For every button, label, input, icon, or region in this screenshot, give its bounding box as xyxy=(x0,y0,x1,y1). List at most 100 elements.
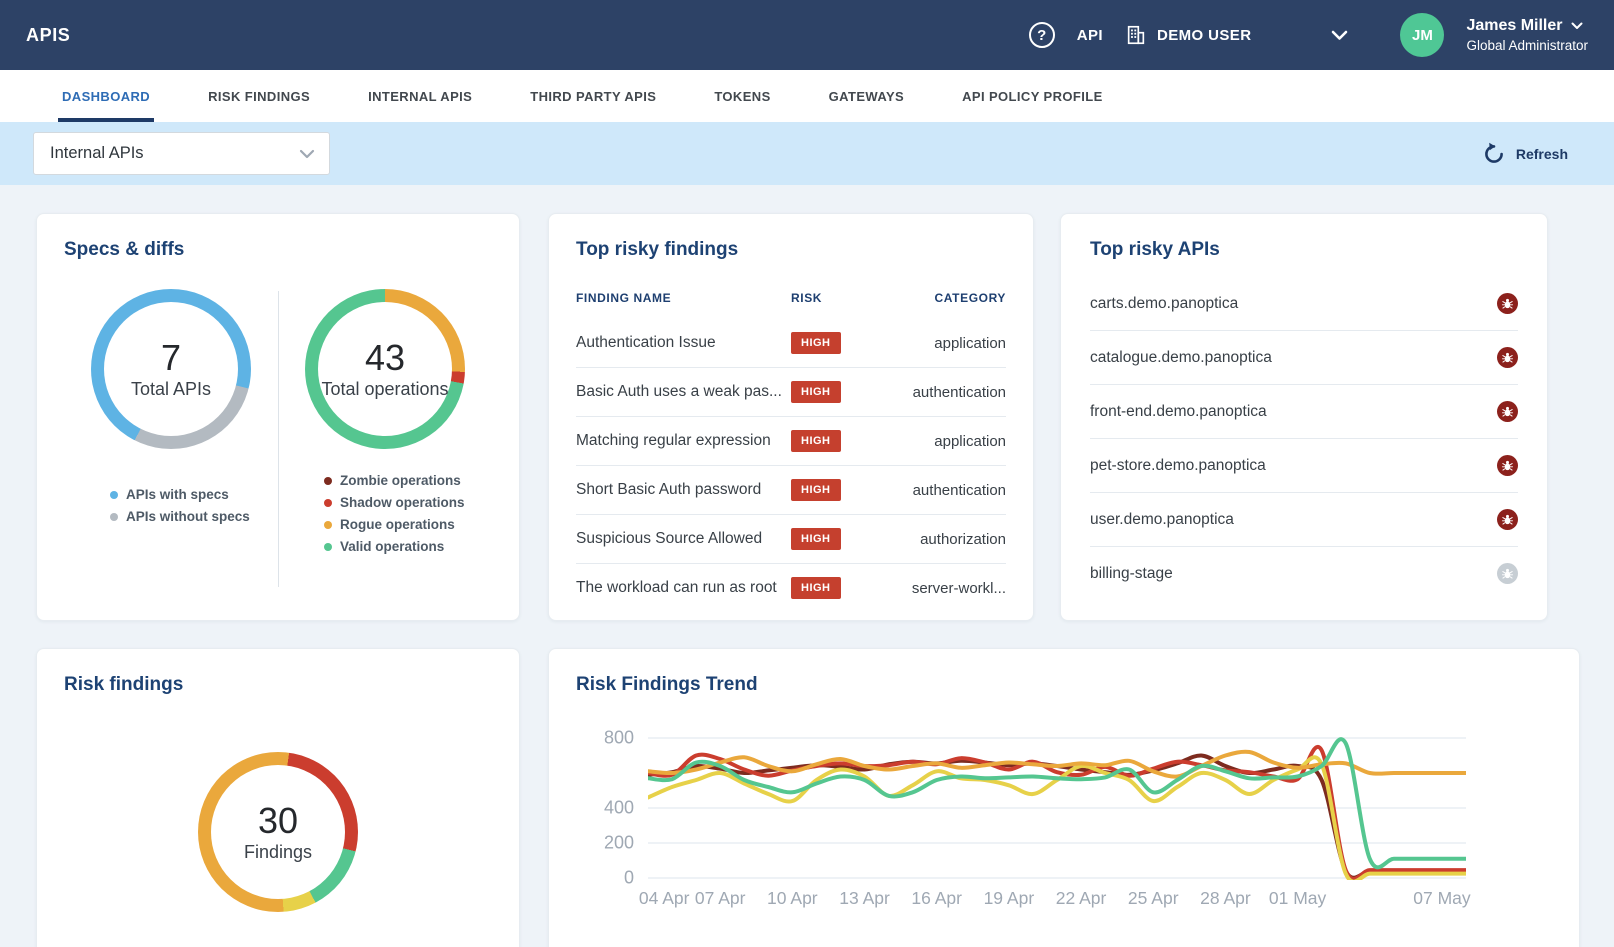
app-title: APIS xyxy=(26,24,71,45)
finding-name: Matching regular expression xyxy=(576,432,771,449)
trend-line-chart: 800 400 200 0 04 Apr 07 Apr 10 Apr 13 Apr 16 Ap… xyxy=(576,727,1471,918)
legend-item: Valid operations xyxy=(324,539,492,554)
finding-row[interactable]: Suspicious Source Allowed HIGH authorizati… xyxy=(576,514,1006,563)
column-header-risk: RISK xyxy=(791,291,823,305)
donut-hole xyxy=(211,765,345,899)
card-title: Top risky findings xyxy=(576,239,739,260)
risk-badge: HIGH xyxy=(791,332,841,354)
tab-risk-findings[interactable]: RISK FINDINGS xyxy=(208,88,311,104)
specs-diffs-card: Specs & diffs 7 Total APIs APIs with spe… xyxy=(36,213,520,621)
tab-dashboard[interactable]: DASHBOARD xyxy=(58,70,155,122)
x-tick-label: 19 Apr xyxy=(983,888,1035,908)
legend-dot xyxy=(110,512,118,521)
x-tick-label: 22 Apr xyxy=(1055,888,1107,908)
api-name: billing-stage xyxy=(1090,564,1173,582)
total-apis-legend: APIs with specs APIs without specs xyxy=(110,487,278,531)
api-name: front-end.demo.panoptica xyxy=(1090,402,1267,420)
legend-dot xyxy=(324,542,332,551)
card-title: Risk Findings Trend xyxy=(576,674,758,695)
trend-line-orange xyxy=(648,752,1466,777)
api-menu-link[interactable]: API xyxy=(1076,26,1103,44)
finding-name: Short Basic Auth password xyxy=(576,481,762,498)
finding-category: application xyxy=(934,334,1006,352)
bug-icon xyxy=(1497,347,1518,368)
legend-label: Shadow operations xyxy=(340,495,465,510)
y-tick-label: 200 xyxy=(603,832,634,853)
refresh-button[interactable]: Refresh xyxy=(1482,142,1568,166)
risky-api-row[interactable]: user.demo.panoptica xyxy=(1090,493,1518,547)
help-icon[interactable]: ? xyxy=(1028,22,1055,48)
finding-name: Authentication Issue xyxy=(576,334,716,351)
risky-api-row[interactable]: catalogue.demo.panoptica xyxy=(1090,331,1518,385)
avatar[interactable]: JM xyxy=(1400,13,1445,57)
user-name: James Miller xyxy=(1466,17,1563,35)
total-apis-donut-chart: 7 Total APIs xyxy=(91,289,251,449)
risk-badge: HIGH xyxy=(791,479,841,501)
trend-plot xyxy=(648,730,1466,880)
x-axis-labels: 04 Apr 07 Apr 10 Apr 13 Apr 16 Apr 19 Apr 22 A… xyxy=(639,888,1471,918)
risky-api-row[interactable]: pet-store.demo.panoptica xyxy=(1090,439,1518,493)
refresh-icon xyxy=(1484,142,1503,163)
finding-row[interactable]: Short Basic Auth password HIGH authenticat… xyxy=(576,465,1006,514)
risk-badge: HIGH xyxy=(791,381,841,403)
x-tick-label: 10 Apr xyxy=(767,888,818,908)
risky-api-row[interactable]: front-end.demo.panoptica xyxy=(1090,385,1518,439)
tab-api-policy-profile[interactable]: API POLICY PROFILE xyxy=(962,88,1103,104)
finding-name: The workload can run as root xyxy=(576,579,777,596)
tab-gateways[interactable]: GATEWAYS xyxy=(828,88,905,104)
scope-select[interactable]: Internal APIs xyxy=(33,132,330,175)
bug-icon xyxy=(1497,563,1518,584)
legend-dot xyxy=(324,520,332,529)
x-tick-label: 28 Apr xyxy=(1200,888,1251,908)
total-operations-value: 43 xyxy=(364,336,406,378)
bug-icon xyxy=(1497,455,1518,476)
risk-findings-trend-card: Risk Findings Trend 800 400 200 0 04 Apr 07 … xyxy=(548,648,1580,947)
legend-item: Rogue operations xyxy=(324,517,492,532)
chevron-down-icon[interactable] xyxy=(1331,30,1348,41)
tab-internal-apis[interactable]: INTERNAL APIS xyxy=(368,88,473,104)
user-menu[interactable]: James Miller Global Administrator xyxy=(1466,15,1588,55)
legend-dot xyxy=(324,476,332,485)
risk-findings-label: Findings xyxy=(243,842,313,863)
finding-row[interactable]: Authentication Issue HIGH application xyxy=(576,319,1006,367)
legend-item: Shadow operations xyxy=(324,495,492,510)
legend-dot xyxy=(324,498,332,507)
legend-item: APIs without specs xyxy=(110,509,278,524)
tenant-selector[interactable]: DEMO USER xyxy=(1125,24,1348,46)
section-tabs: DASHBOARD RISK FINDINGS INTERNAL APIS THIRD… xyxy=(0,70,1614,122)
risky-api-row[interactable]: billing-stage xyxy=(1090,547,1518,600)
finding-category: authentication xyxy=(912,383,1006,401)
finding-name: Basic Auth uses a weak pas... xyxy=(576,383,782,400)
api-name: catalogue.demo.panoptica xyxy=(1090,348,1272,366)
tenant-name: DEMO USER xyxy=(1156,26,1252,44)
building-icon xyxy=(1125,24,1147,46)
scope-select-value: Internal APIs xyxy=(50,144,144,162)
card-title: Risk findings xyxy=(64,674,184,695)
risky-api-row[interactable]: carts.demo.panoptica xyxy=(1090,277,1518,331)
column-header-category: CATEGORY xyxy=(934,291,1006,305)
finding-row[interactable]: The workload can run as root HIGH server-w… xyxy=(576,563,1006,612)
column-header-finding-name: FINDING NAME xyxy=(576,291,672,305)
finding-row[interactable]: Matching regular expression HIGH applicati… xyxy=(576,416,1006,465)
findings-table: FINDING NAME RISK CATEGORY Authenticatio… xyxy=(576,291,1006,612)
finding-name: Suspicious Source Allowed xyxy=(576,530,763,547)
legend-label: Zombie operations xyxy=(340,473,461,488)
tab-third-party-apis[interactable]: THIRD PARTY APIS xyxy=(530,88,657,104)
chevron-down-icon xyxy=(299,149,315,158)
finding-category: server-workl... xyxy=(911,579,1006,597)
x-tick-label: 16 Apr xyxy=(911,888,963,908)
finding-row[interactable]: Basic Auth uses a weak pas... HIGH authent… xyxy=(576,367,1006,416)
risk-findings-donut-chart: 30 Findings xyxy=(198,752,358,912)
x-tick-label: 04 Apr xyxy=(638,888,690,908)
y-tick-label: 800 xyxy=(603,727,634,748)
divider xyxy=(278,291,279,587)
top-risky-findings-card: Top risky findings FINDING NAME RISK CAT… xyxy=(548,213,1034,621)
risky-apis-list: carts.demo.panoptica catalogue.demo.pano… xyxy=(1090,277,1518,600)
y-tick-label: 0 xyxy=(623,867,634,888)
finding-category: authorization xyxy=(920,530,1006,548)
total-operations-donut-chart: 43 Total operations xyxy=(305,289,465,449)
legend-label: Rogue operations xyxy=(340,517,455,532)
y-tick-label: 400 xyxy=(603,797,634,818)
legend-item: APIs with specs xyxy=(110,487,278,502)
tab-tokens[interactable]: TOKENS xyxy=(714,88,771,104)
